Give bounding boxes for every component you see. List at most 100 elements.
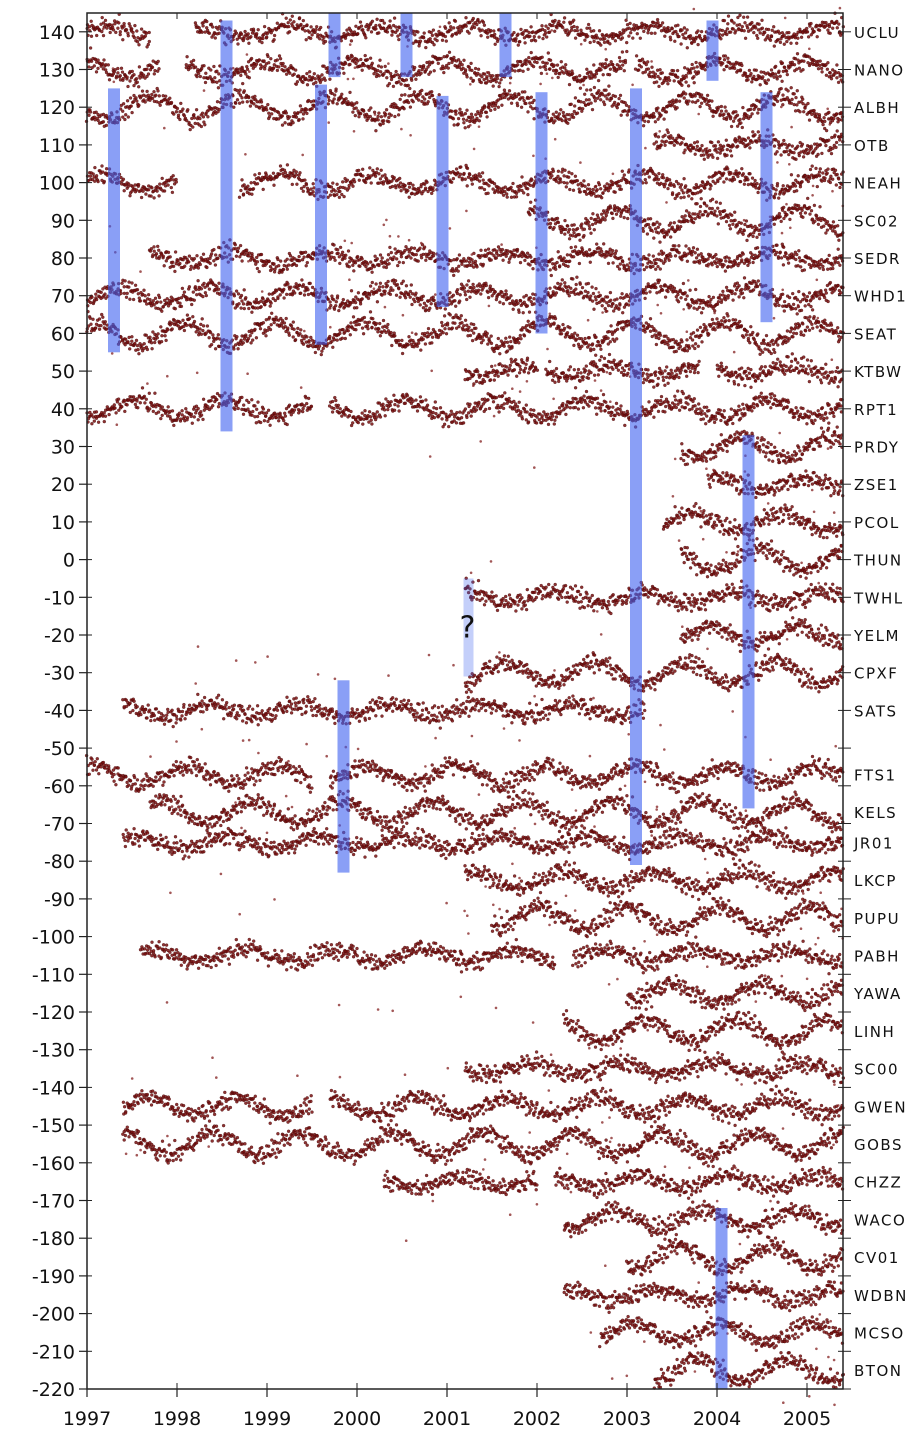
data-point: [584, 98, 589, 102]
data-point: [336, 251, 340, 256]
data-point: [495, 249, 499, 253]
outlier-point: [650, 60, 653, 63]
data-point: [824, 128, 829, 133]
data-point: [234, 254, 239, 258]
data-point: [773, 192, 778, 196]
data-point: [801, 97, 805, 101]
data-point: [696, 71, 700, 75]
data-point: [198, 262, 202, 267]
data-point: [389, 26, 393, 30]
data-point: [530, 178, 534, 182]
data-point: [523, 41, 527, 45]
data-point: [746, 136, 751, 140]
data-point: [431, 254, 436, 258]
data-point: [255, 182, 260, 186]
data-point: [257, 171, 262, 176]
data-point: [635, 32, 639, 36]
data-point: [593, 75, 597, 79]
data-point: [253, 94, 257, 99]
data-point: [691, 145, 696, 150]
data-point: [298, 259, 302, 263]
data-point: [796, 144, 800, 148]
data-point: [608, 42, 612, 46]
data-point: [774, 64, 778, 69]
data-point: [661, 228, 665, 232]
data-point: [477, 119, 481, 123]
data-point: [196, 266, 201, 270]
data-point: [116, 71, 120, 75]
data-point: [519, 105, 524, 109]
outlier-point: [244, 153, 247, 156]
data-point: [695, 144, 699, 149]
data-point: [729, 115, 733, 119]
data-point: [427, 252, 431, 256]
data-point: [734, 29, 738, 33]
data-point: [424, 45, 428, 50]
data-point: [378, 253, 383, 257]
data-point: [456, 171, 460, 175]
data-point: [592, 191, 596, 196]
data-point: [335, 192, 339, 197]
data-point: [369, 260, 373, 264]
data-point: [217, 72, 221, 76]
data-point: [739, 221, 743, 225]
data-point: [656, 231, 661, 235]
data-point: [509, 101, 514, 105]
data-point: [711, 114, 715, 118]
data-point: [554, 71, 558, 76]
data-point: [386, 253, 391, 257]
data-point: [462, 171, 466, 176]
data-point: [126, 84, 130, 89]
data-point: [567, 82, 572, 87]
data-point: [294, 115, 299, 119]
data-point: [826, 167, 830, 171]
data-point: [476, 67, 481, 71]
data-point: [766, 27, 771, 32]
data-point: [215, 100, 220, 104]
data-point: [393, 114, 397, 119]
data-point: [532, 117, 536, 121]
data-point: [563, 66, 567, 70]
data-point: [773, 72, 778, 76]
data-point: [522, 98, 526, 103]
data-point: [592, 63, 596, 67]
data-point: [563, 168, 567, 172]
data-point: [814, 115, 818, 119]
outlier-point: [248, 70, 251, 73]
data-point: [476, 17, 480, 22]
data-point: [121, 102, 126, 106]
data-point: [776, 38, 780, 42]
data-point: [645, 111, 649, 115]
data-point: [398, 181, 403, 185]
data-point: [236, 249, 240, 254]
data-point: [368, 56, 373, 60]
data-point: [211, 25, 215, 29]
data-point: [831, 26, 835, 30]
data-point: [464, 24, 468, 28]
data-point: [544, 24, 548, 28]
data-point: [666, 186, 670, 191]
data-point: [789, 173, 794, 177]
data-point: [208, 261, 212, 266]
data-point: [789, 86, 793, 90]
data-point: [554, 110, 558, 114]
data-point: [656, 177, 661, 182]
data-point: [471, 16, 475, 21]
data-point: [480, 28, 484, 32]
data-point: [156, 244, 160, 249]
data-point: [698, 104, 702, 109]
data-point: [701, 181, 705, 185]
data-point: [217, 107, 222, 112]
data-point: [777, 90, 781, 94]
data-point: [733, 210, 737, 214]
data-point: [738, 68, 743, 72]
data-point: [128, 79, 132, 83]
data-point: [463, 111, 468, 116]
data-point: [330, 250, 334, 255]
data-point: [255, 32, 259, 36]
data-point: [532, 34, 536, 39]
data-point: [422, 36, 426, 40]
data-point: [821, 122, 825, 127]
data-point: [338, 245, 343, 250]
data-point: [157, 194, 161, 198]
